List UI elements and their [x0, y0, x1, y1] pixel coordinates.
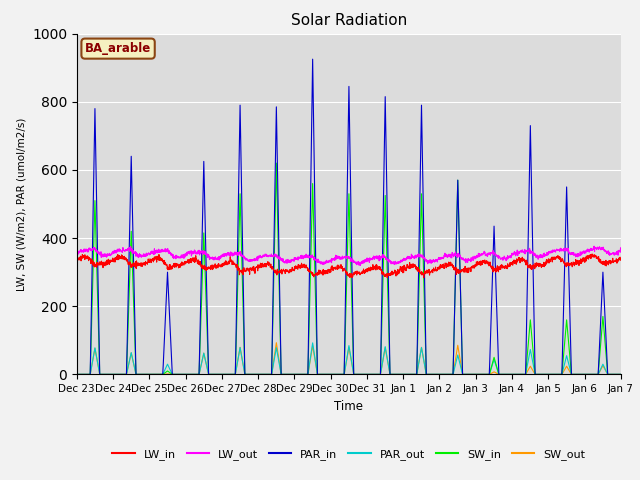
Title: Solar Radiation: Solar Radiation	[291, 13, 407, 28]
Legend: LW_in, LW_out, PAR_in, PAR_out, SW_in, SW_out: LW_in, LW_out, PAR_in, PAR_out, SW_in, S…	[108, 444, 589, 464]
SW_in	[507, 372, 515, 377]
PAR_in	[73, 372, 81, 377]
X-axis label: Time: Time	[334, 400, 364, 413]
Line: SW_in: SW_in	[77, 163, 621, 374]
LW_in	[73, 257, 81, 263]
Line: LW_in: LW_in	[77, 254, 621, 278]
PAR_in	[376, 372, 384, 377]
PAR_in	[225, 372, 232, 377]
PAR_in	[365, 372, 372, 377]
PAR_out	[309, 340, 317, 346]
PAR_out	[225, 372, 232, 377]
LW_in	[569, 260, 577, 265]
PAR_out	[507, 372, 515, 377]
SW_out	[569, 372, 577, 377]
LW_out	[617, 250, 625, 255]
SW_in	[273, 160, 280, 166]
PAR_in	[584, 372, 592, 377]
LW_in	[617, 254, 625, 260]
SW_in	[73, 372, 81, 377]
PAR_in	[507, 372, 515, 377]
SW_out	[507, 372, 515, 377]
LW_in	[376, 265, 384, 271]
SW_out	[73, 372, 81, 377]
Y-axis label: LW, SW (W/m2), PAR (umol/m2/s): LW, SW (W/m2), PAR (umol/m2/s)	[17, 117, 26, 291]
Line: LW_out: LW_out	[77, 246, 621, 265]
PAR_out	[569, 372, 577, 377]
LW_out	[376, 256, 384, 262]
LW_in	[225, 259, 232, 264]
LW_in	[589, 251, 596, 257]
LW_in	[507, 260, 515, 265]
Text: BA_arable: BA_arable	[85, 42, 151, 55]
PAR_out	[584, 372, 592, 377]
SW_in	[365, 372, 372, 377]
SW_in	[569, 372, 577, 377]
SW_in	[225, 372, 232, 377]
PAR_in	[309, 56, 317, 62]
SW_out	[376, 372, 384, 377]
LW_out	[569, 251, 577, 257]
PAR_out	[365, 372, 372, 377]
LW_out	[590, 243, 598, 249]
PAR_in	[617, 372, 625, 377]
LW_out	[225, 251, 232, 257]
PAR_out	[617, 372, 625, 377]
SW_out	[273, 340, 280, 346]
Line: PAR_in: PAR_in	[77, 59, 621, 374]
LW_out	[365, 256, 372, 262]
PAR_out	[73, 372, 81, 377]
SW_in	[376, 372, 384, 377]
LW_in	[584, 256, 592, 262]
SW_in	[617, 372, 625, 377]
Line: SW_out: SW_out	[77, 343, 621, 374]
SW_out	[617, 372, 625, 377]
SW_out	[225, 372, 232, 377]
SW_out	[584, 372, 592, 377]
LW_out	[584, 247, 592, 253]
SW_out	[365, 372, 372, 377]
SW_in	[584, 372, 592, 377]
Line: PAR_out: PAR_out	[77, 343, 621, 374]
LW_in	[365, 266, 372, 272]
LW_in	[420, 275, 428, 281]
LW_out	[73, 252, 81, 258]
PAR_in	[569, 372, 577, 377]
PAR_out	[376, 372, 384, 377]
LW_out	[507, 255, 515, 261]
LW_out	[356, 263, 364, 268]
